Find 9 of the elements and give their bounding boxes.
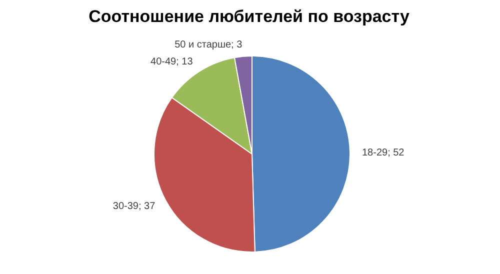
- slice-label: 50 и старше: [174, 39, 232, 50]
- slice-label: 30-39: [112, 201, 139, 212]
- data-label: ; 37: [138, 201, 156, 212]
- chart-title: Соотношение любителей по возрасту: [88, 7, 410, 26]
- data-label: ; 13: [176, 56, 194, 68]
- data-label: ; 3: [231, 39, 243, 50]
- slice-label: 18-29: [362, 147, 388, 158]
- data-label: ; 52: [388, 147, 405, 158]
- slice-label: 40-49: [150, 56, 177, 68]
